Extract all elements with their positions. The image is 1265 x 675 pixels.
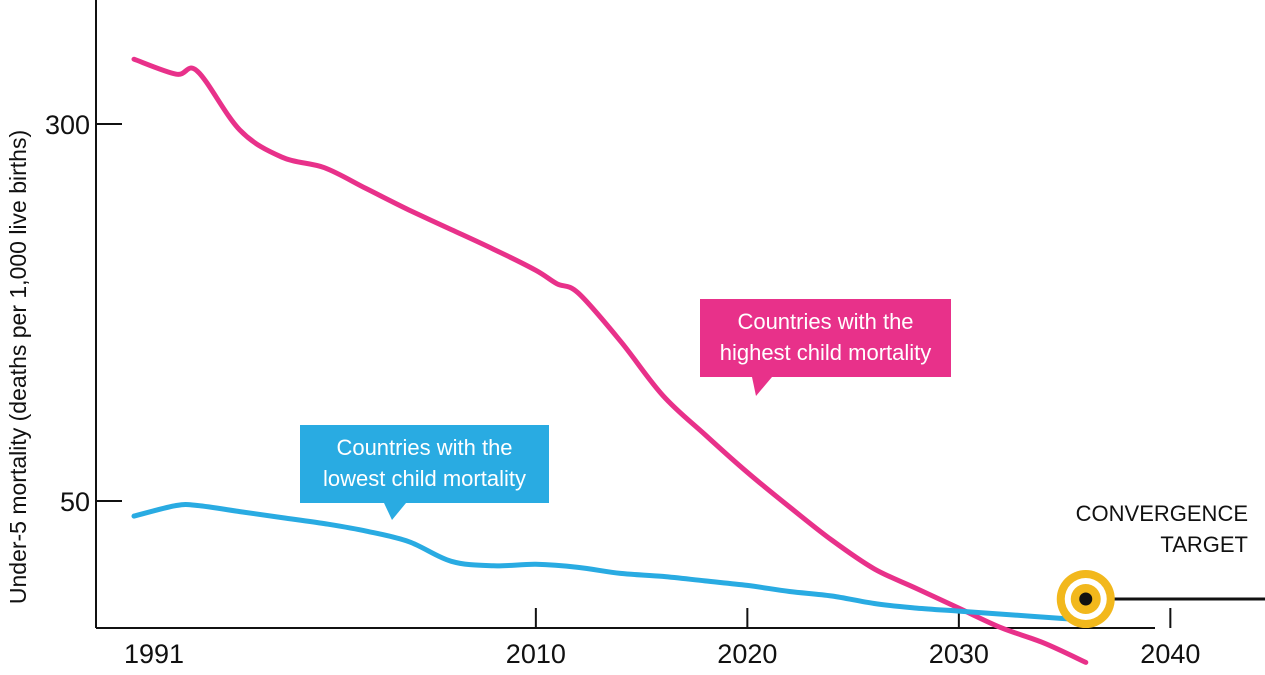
target-label-line: TARGET bbox=[1160, 532, 1248, 557]
y-tick-label: 300 bbox=[45, 110, 90, 140]
y-axis-label: Under-5 mortality (deaths per 1,000 live… bbox=[5, 130, 31, 604]
callout-box bbox=[700, 299, 951, 377]
y-ticks: 300 50 bbox=[45, 110, 122, 517]
x-tick-label: 2020 bbox=[717, 639, 777, 669]
series-line-highest bbox=[131, 56, 1089, 665]
series-line-lowest bbox=[131, 501, 1089, 623]
convergence-target: CONVERGENCE TARGET bbox=[1056, 501, 1265, 629]
x-tick-label: 2010 bbox=[506, 639, 566, 669]
target-center-dot bbox=[1079, 592, 1093, 606]
x-tick-label: 1991 bbox=[124, 639, 184, 669]
callout-lowest: Countries with the lowest child mortality bbox=[300, 425, 549, 520]
y-tick-label: 50 bbox=[60, 487, 90, 517]
callout-text-line: lowest child mortality bbox=[323, 466, 526, 491]
callout-highest: Countries with the highest child mortalit… bbox=[700, 299, 951, 396]
x-tick-label: 2030 bbox=[929, 639, 989, 669]
series-layer bbox=[131, 56, 1089, 665]
callout-pointer bbox=[384, 503, 406, 520]
callout-text-line: highest child mortality bbox=[720, 340, 932, 365]
target-label-line: CONVERGENCE bbox=[1076, 501, 1248, 526]
x-ticks: 1991 2010 2020 2030 2040 bbox=[124, 608, 1200, 669]
x-tick-label: 2040 bbox=[1140, 639, 1200, 669]
callout-pointer bbox=[752, 377, 772, 396]
plot-area: 300 50 1991 2010 2020 2030 2040 CONVERGENCE TA… bbox=[45, 0, 1265, 669]
callout-layer: Countries with the highest child mortalit… bbox=[300, 299, 951, 520]
callout-box bbox=[300, 425, 549, 503]
callout-text-line: Countries with the bbox=[336, 435, 512, 460]
callout-text-line: Countries with the bbox=[737, 309, 913, 334]
